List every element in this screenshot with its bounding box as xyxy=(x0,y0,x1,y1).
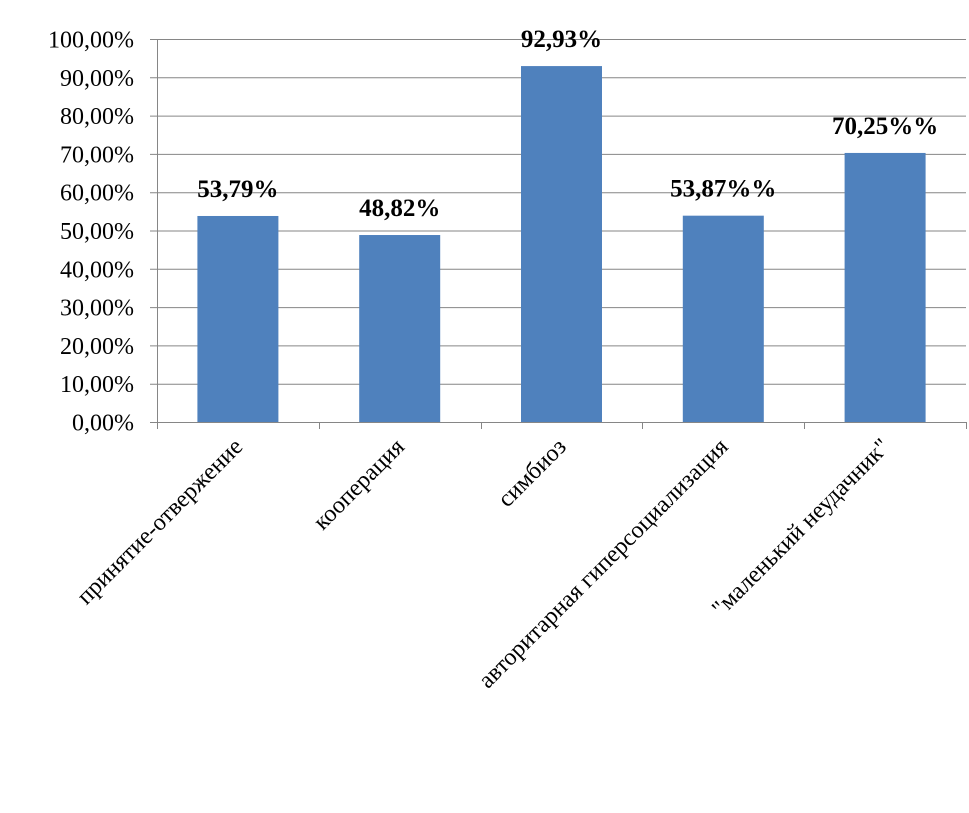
y-tick-label: 80,00% xyxy=(60,104,134,130)
data-label: 53,79% xyxy=(197,176,278,203)
bar xyxy=(359,235,441,422)
bar xyxy=(521,66,602,423)
y-tick-label: 90,00% xyxy=(60,66,134,92)
bars xyxy=(197,66,926,423)
y-axis-ticks: 0,00% 10,00% 20,00% 30,00% 40,00% 50,00% 60,00… xyxy=(48,28,134,437)
category-label: авторитарная гиперсоциализация xyxy=(474,434,734,694)
y-tick-label: 20,00% xyxy=(60,334,134,360)
bar xyxy=(844,152,926,422)
data-label: 53,87%% xyxy=(670,176,776,203)
bar xyxy=(682,215,764,422)
bar xyxy=(197,215,279,422)
category-label: "маленький неудачник" xyxy=(707,434,895,622)
x-axis-categories: принятие-отвержение кооперация симбиозавто… xyxy=(72,434,895,694)
y-tick-label: 30,00% xyxy=(60,296,134,322)
y-tick-label: 100,00% xyxy=(48,28,134,54)
y-tick-label: 40,00% xyxy=(60,257,134,283)
y-tick-label: 60,00% xyxy=(60,181,134,207)
y-tick-label: 70,00% xyxy=(60,142,134,168)
data-label: 70,25%% xyxy=(832,113,938,140)
y-tick-label: 10,00% xyxy=(60,372,134,398)
data-labels: 53,79% 48,82% 92,93% 53,87%% 70,25%% xyxy=(197,26,938,222)
category-label: принятие-отвержение xyxy=(72,434,248,610)
y-tick-label: 0,00% xyxy=(72,411,134,437)
data-label: 48,82% xyxy=(359,195,440,222)
category-label: кооперация xyxy=(309,434,410,535)
y-tick-label: 50,00% xyxy=(60,219,134,245)
category-label: симбиоз xyxy=(493,434,572,513)
data-label: 92,93% xyxy=(521,26,602,53)
